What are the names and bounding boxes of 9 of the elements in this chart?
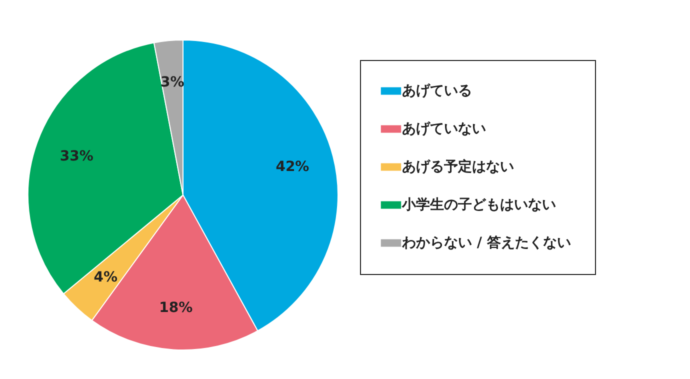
legend-label: あげる予定はない: [402, 158, 514, 175]
data-label: 33%: [60, 148, 94, 165]
legend-label: あげていない: [402, 121, 486, 137]
data-label: 18%: [159, 300, 193, 316]
legend-label: わからない / 答えたくない: [401, 235, 571, 251]
legend-label: あげている: [402, 83, 472, 99]
legend-label: 小学生の子どもはいない: [401, 197, 556, 213]
data-label: 4%: [94, 269, 118, 286]
data-label: 42%: [276, 158, 310, 175]
